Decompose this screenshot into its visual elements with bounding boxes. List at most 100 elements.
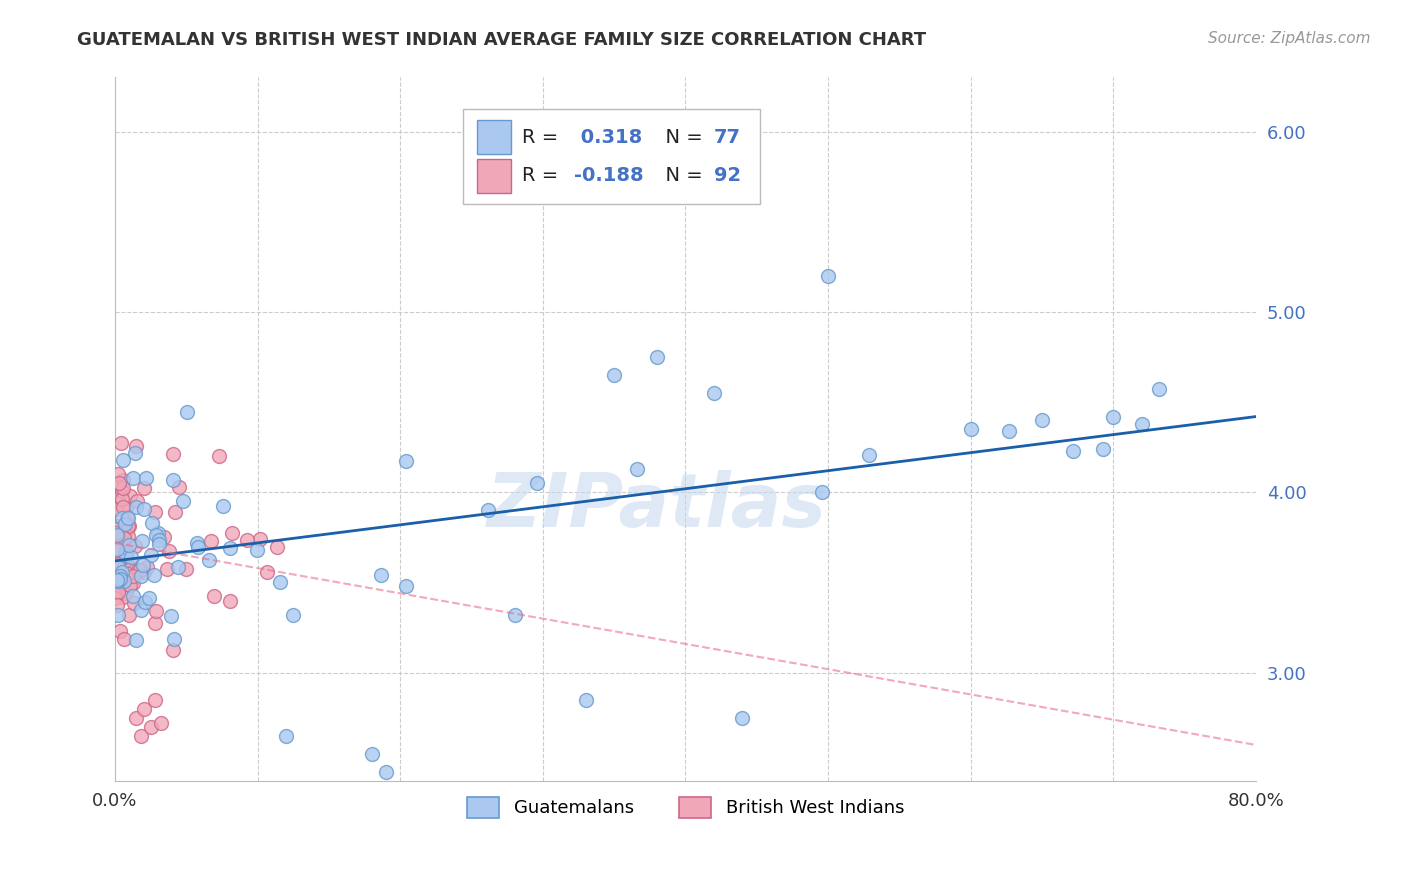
Point bbox=[107, 543, 129, 558]
Point bbox=[110, 521, 132, 535]
Point bbox=[249, 533, 271, 547]
Point bbox=[104, 574, 127, 588]
Point bbox=[125, 711, 148, 725]
Point bbox=[112, 531, 135, 545]
Bar bbox=[477, 120, 510, 154]
Point bbox=[127, 563, 149, 577]
Point bbox=[122, 471, 145, 485]
Point bbox=[505, 608, 527, 623]
Point bbox=[159, 609, 181, 624]
Point bbox=[266, 541, 288, 555]
Point bbox=[186, 536, 208, 550]
Point bbox=[118, 518, 141, 533]
Point bbox=[129, 603, 152, 617]
Point bbox=[395, 579, 418, 593]
Point bbox=[208, 450, 231, 464]
Point bbox=[121, 575, 143, 590]
Point bbox=[124, 446, 146, 460]
Point bbox=[111, 540, 134, 554]
Point bbox=[112, 632, 135, 647]
Point bbox=[117, 519, 139, 533]
Text: R =: R = bbox=[522, 167, 565, 186]
Point bbox=[125, 500, 148, 514]
Point bbox=[163, 632, 186, 646]
Point bbox=[143, 615, 166, 630]
Point bbox=[134, 481, 156, 495]
Point bbox=[110, 564, 132, 578]
Point bbox=[118, 489, 141, 503]
Point bbox=[134, 501, 156, 516]
Point bbox=[176, 405, 198, 419]
Point bbox=[395, 454, 418, 468]
Point bbox=[246, 542, 269, 557]
Point bbox=[143, 693, 166, 707]
Text: Source: ZipAtlas.com: Source: ZipAtlas.com bbox=[1208, 31, 1371, 46]
Point bbox=[211, 500, 233, 514]
Text: N =: N = bbox=[654, 167, 710, 186]
Point bbox=[202, 589, 225, 603]
Point bbox=[115, 585, 138, 599]
Point bbox=[105, 502, 128, 516]
Point bbox=[111, 537, 134, 551]
Point bbox=[107, 584, 129, 599]
Point bbox=[143, 568, 166, 582]
Point bbox=[810, 485, 832, 500]
Point bbox=[117, 566, 139, 581]
Point bbox=[132, 558, 155, 572]
Point bbox=[120, 550, 142, 565]
Point bbox=[107, 524, 129, 539]
Point bbox=[112, 481, 135, 495]
Point bbox=[117, 538, 139, 552]
Point bbox=[200, 534, 222, 549]
Point bbox=[114, 524, 136, 539]
Point bbox=[370, 568, 392, 582]
Point bbox=[858, 448, 880, 462]
Point bbox=[112, 574, 135, 588]
Point bbox=[281, 607, 304, 622]
Point bbox=[145, 528, 167, 542]
Point bbox=[108, 572, 131, 586]
Legend: Guatemalans, British West Indians: Guatemalans, British West Indians bbox=[460, 789, 911, 825]
Point bbox=[105, 528, 128, 542]
Point bbox=[127, 563, 149, 577]
Point bbox=[1031, 413, 1053, 427]
Point bbox=[112, 453, 135, 467]
Point bbox=[127, 494, 149, 508]
Point bbox=[122, 596, 145, 610]
Bar bbox=[477, 159, 510, 193]
Point bbox=[112, 523, 135, 537]
Point bbox=[269, 575, 291, 590]
Point bbox=[110, 540, 132, 554]
Point bbox=[156, 562, 179, 576]
Text: R =: R = bbox=[522, 128, 565, 147]
Point bbox=[114, 500, 136, 515]
Point bbox=[107, 467, 129, 482]
Point bbox=[997, 424, 1019, 438]
Point bbox=[115, 548, 138, 562]
Point bbox=[111, 483, 134, 498]
Point bbox=[148, 537, 170, 551]
Text: ZIPatlas: ZIPatlas bbox=[486, 470, 827, 543]
Point bbox=[107, 574, 129, 589]
Point bbox=[360, 747, 382, 761]
Point bbox=[112, 500, 135, 515]
Point bbox=[375, 764, 398, 779]
Point bbox=[731, 711, 754, 725]
Point bbox=[105, 519, 128, 533]
Text: 77: 77 bbox=[714, 128, 741, 147]
Point bbox=[174, 561, 197, 575]
Point bbox=[139, 549, 162, 563]
Point bbox=[139, 720, 162, 734]
Point bbox=[645, 350, 668, 364]
Point bbox=[138, 591, 160, 606]
Point bbox=[219, 593, 242, 607]
Point bbox=[256, 565, 278, 579]
Point bbox=[198, 553, 221, 567]
Point bbox=[105, 598, 128, 612]
Point bbox=[115, 509, 138, 524]
Point bbox=[104, 544, 127, 558]
Point bbox=[603, 368, 626, 383]
Point bbox=[141, 516, 163, 531]
Point bbox=[135, 470, 157, 484]
Point bbox=[105, 525, 128, 540]
